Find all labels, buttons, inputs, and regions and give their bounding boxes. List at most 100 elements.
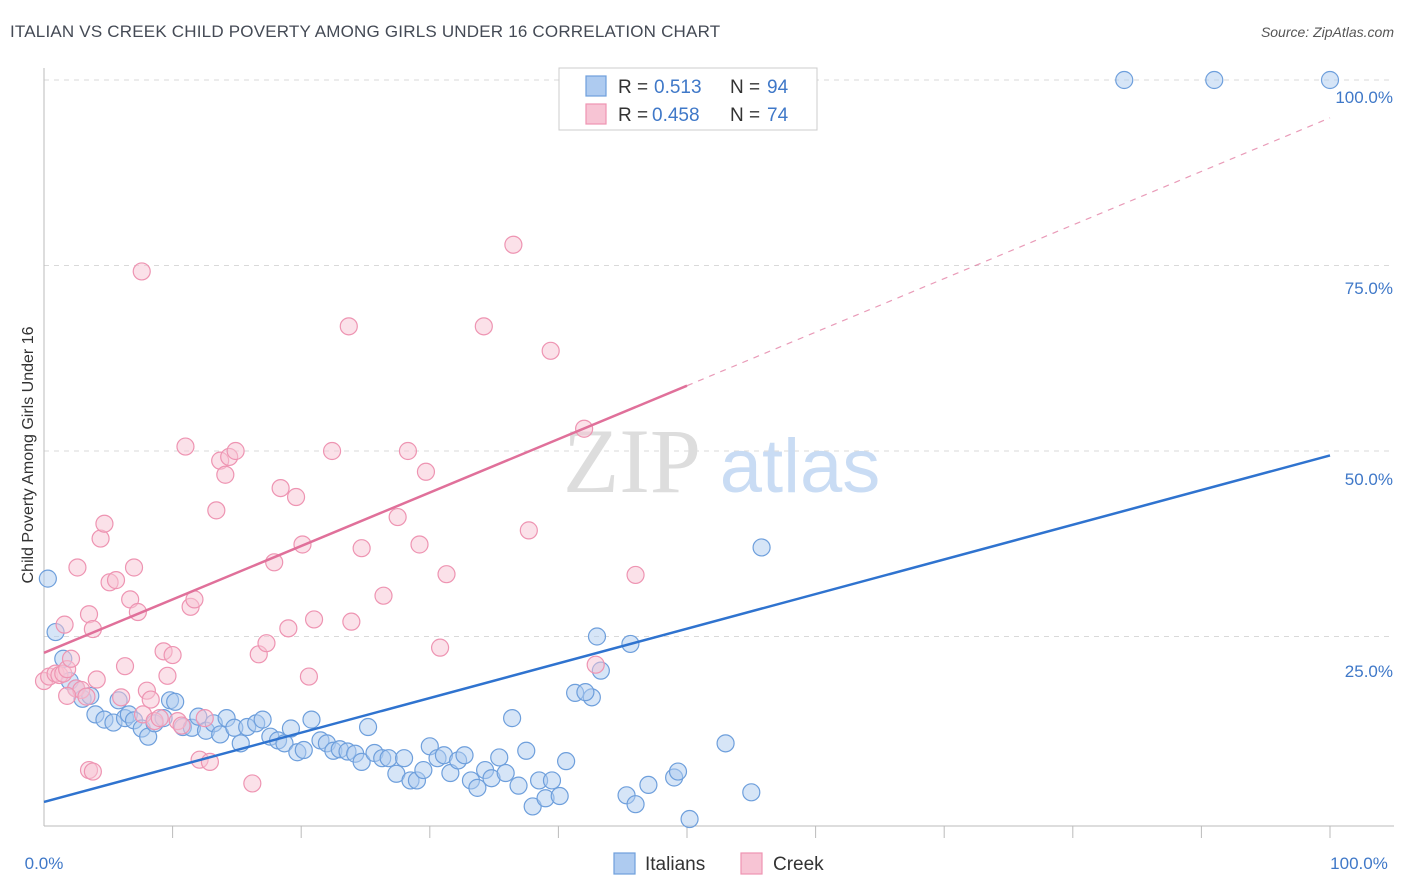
italians-point-49	[379, 749, 398, 768]
y-tick-label-75: 75.0%	[1345, 279, 1393, 298]
creek-point-41	[207, 501, 226, 520]
italians-point-78	[587, 627, 607, 646]
bottom-legend-swatch-italians	[613, 852, 636, 875]
italians-point-31	[253, 710, 272, 729]
gridlines	[44, 79, 1394, 637]
bottom-legend-label-creek: Creek	[773, 854, 824, 875]
trend-lines	[43, 117, 1331, 804]
creek-point-43	[216, 465, 235, 484]
creek-point-31	[158, 666, 177, 685]
creek-point-39	[195, 709, 214, 728]
creek-point-51	[257, 634, 276, 653]
bottom-legend-label-italians: Italians	[645, 854, 705, 875]
creek-point-67	[416, 462, 436, 481]
italians-point-80	[576, 683, 595, 702]
creek-point-76	[626, 565, 645, 585]
legend-n-value-italians: 94	[767, 77, 789, 98]
creek-point-47	[83, 762, 102, 781]
creek-point-62	[352, 539, 371, 558]
legend-swatch-creek	[585, 103, 607, 125]
italians-point-86	[668, 762, 688, 781]
italians-point-45	[352, 752, 371, 771]
watermark: ZIP atlas	[563, 410, 880, 512]
creek-point-70	[474, 317, 493, 336]
creek-point-54	[279, 619, 298, 638]
creek-point-10	[58, 686, 77, 705]
creek-point-45	[226, 441, 245, 461]
data-points	[34, 70, 1340, 829]
creek-point-61	[342, 612, 361, 631]
y-axis-label: Child Poverty Among Girls Under 16	[20, 326, 37, 583]
italians-point-83	[626, 795, 645, 814]
italians-point-90	[752, 538, 771, 557]
creek-point-15	[87, 670, 106, 689]
bottom-legend: Italians Creek	[613, 852, 824, 875]
y-tick-label-100: 100.0%	[1335, 88, 1393, 107]
legend-r-value-italians: 0.513	[654, 77, 702, 98]
italians-point-38	[302, 710, 321, 729]
italians-point-74	[550, 786, 569, 806]
creek-point-73	[541, 341, 560, 360]
italians-point-84	[639, 775, 658, 795]
creek-point-32	[163, 645, 182, 665]
creek-point-75	[586, 655, 605, 674]
italians-point-60	[455, 746, 474, 765]
legend-n-label: N =	[730, 77, 760, 98]
creek-point-19	[106, 571, 126, 590]
watermark-atlas: atlas	[720, 424, 881, 509]
italians-point-93	[1320, 70, 1340, 90]
italians-point-62	[468, 778, 487, 797]
creek-point-68	[430, 638, 450, 657]
creek-point-20	[112, 688, 131, 707]
creek-point-69	[437, 565, 456, 584]
creek-point-29	[150, 709, 169, 728]
legend: R = 0.513 N = 94 R = 0.458 N = 74	[558, 67, 818, 131]
italians-point-54	[414, 760, 433, 780]
creek-point-48	[132, 262, 151, 281]
italians-point-88	[716, 734, 735, 753]
creek-point-23	[124, 558, 144, 577]
creek-point-71	[504, 235, 523, 254]
italians-point-73	[542, 771, 562, 790]
legend-row-creek: R = 0.458 N = 74	[618, 105, 789, 126]
bottom-legend-swatch-creek	[740, 852, 763, 875]
creek-point-16	[91, 529, 110, 548]
creek-point-59	[322, 441, 342, 461]
italians-point-89	[742, 783, 761, 802]
creek-trend-line	[43, 384, 688, 654]
creek-point-13	[79, 605, 99, 624]
chart-title: ITALIAN VS CREEK CHILD POVERTY AMONG GIR…	[10, 22, 721, 41]
creek-point-60	[339, 317, 358, 336]
legend-n-value-creek: 74	[767, 105, 789, 126]
legend-row-italians: R = 0.513 N = 94	[618, 77, 789, 98]
italians-trend-line	[43, 454, 1331, 804]
x-tick-label-100: 100.0%	[1330, 854, 1388, 873]
creek-point-34	[172, 716, 191, 735]
italians-point-35	[281, 719, 301, 738]
italians-point-87	[680, 809, 699, 829]
italians-point-68	[509, 776, 528, 795]
creek-point-63	[374, 586, 393, 605]
creek-point-55	[286, 487, 306, 507]
italians-point-70	[523, 797, 542, 816]
creek-point-11	[55, 615, 74, 634]
legend-r-label: R =	[618, 77, 648, 98]
italians-point-0	[38, 569, 57, 588]
creek-point-27	[141, 690, 160, 709]
italians-point-37	[294, 740, 313, 760]
creek-point-49	[243, 774, 262, 793]
legend-r-label: R =	[618, 105, 648, 126]
italians-point-66	[496, 763, 515, 783]
creek-point-65	[398, 441, 418, 461]
creek-trend-line-extension	[686, 117, 1331, 387]
italians-point-67	[503, 709, 522, 728]
creek-point-58	[304, 610, 324, 629]
creek-point-6	[61, 649, 81, 668]
italians-point-75	[557, 752, 576, 771]
creek-point-9	[77, 687, 96, 706]
x-ticks	[172, 826, 1331, 838]
creek-point-72	[519, 521, 538, 540]
creek-point-57	[299, 667, 319, 686]
legend-n-label: N =	[730, 105, 760, 126]
